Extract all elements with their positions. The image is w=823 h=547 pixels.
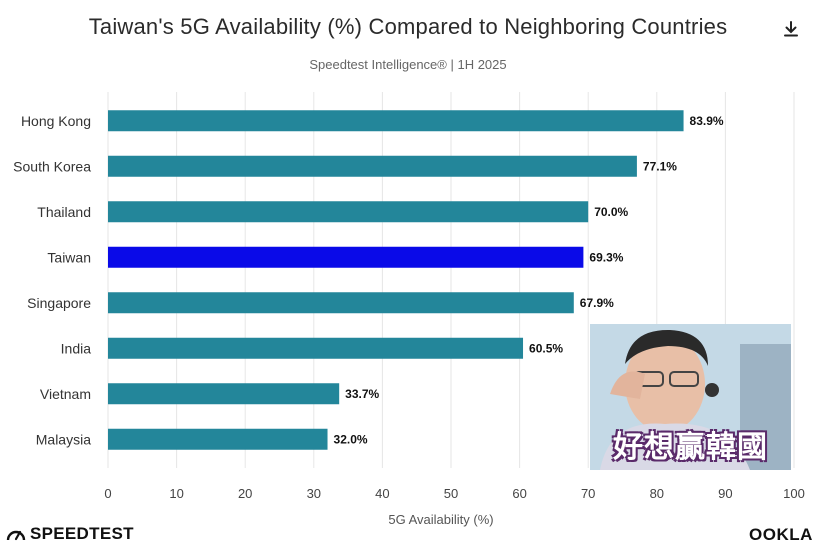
x-tick-label: 30: [307, 486, 321, 501]
speedtest-logo-text: SPEEDTEST: [30, 524, 134, 543]
category-label: Singapore: [27, 295, 91, 311]
video-overlay: 好想贏韓國: [590, 324, 791, 470]
category-label: South Korea: [13, 158, 91, 174]
value-label: 32.0%: [334, 432, 368, 446]
category-label: Malaysia: [36, 431, 91, 447]
value-label: 70.0%: [594, 205, 628, 219]
bar-india: [108, 337, 524, 359]
value-label: 33.7%: [345, 387, 379, 401]
value-label: 69.3%: [589, 250, 623, 264]
value-label: 77.1%: [643, 159, 677, 173]
value-label: 83.9%: [690, 114, 724, 128]
x-tick-label: 80: [650, 486, 664, 501]
x-tick-label: 60: [512, 486, 526, 501]
category-label: Thailand: [37, 204, 91, 220]
x-axis-title: 5G Availability (%): [388, 512, 493, 527]
x-tick-label: 10: [169, 486, 183, 501]
bar-singapore: [108, 292, 574, 314]
bar-taiwan: [108, 246, 584, 268]
bar-hong-kong: [108, 110, 684, 132]
x-tick-label: 50: [444, 486, 458, 501]
category-label: Hong Kong: [21, 113, 91, 129]
download-icon[interactable]: [782, 20, 800, 38]
category-label: India: [61, 340, 92, 356]
x-tick-label: 0: [104, 486, 111, 501]
speedometer-icon: [6, 530, 26, 541]
x-tick-label: 40: [375, 486, 389, 501]
bar-vietnam: [108, 383, 340, 405]
value-label: 67.9%: [580, 296, 614, 310]
category-label: Vietnam: [40, 386, 91, 402]
x-tick-label: 100: [783, 486, 805, 501]
chart-subtitle: Speedtest Intelligence® | 1H 2025: [309, 57, 507, 72]
value-label: 60.5%: [529, 341, 563, 355]
speedtest-logo: SPEEDTEST: [6, 524, 134, 544]
bar-thailand: [108, 201, 589, 223]
x-tick-label: 70: [581, 486, 595, 501]
person-illustration: [590, 324, 791, 470]
bar-south-korea: [108, 155, 637, 177]
ookla-logo: OOKLA: [749, 525, 813, 544]
overlay-caption: 好想贏韓國: [613, 430, 768, 465]
x-tick-label: 90: [718, 486, 732, 501]
category-label: Taiwan: [47, 249, 91, 265]
chart-title: Taiwan's 5G Availability (%) Compared to…: [88, 14, 728, 39]
x-tick-label: 20: [238, 486, 252, 501]
bar-malaysia: [108, 428, 328, 450]
